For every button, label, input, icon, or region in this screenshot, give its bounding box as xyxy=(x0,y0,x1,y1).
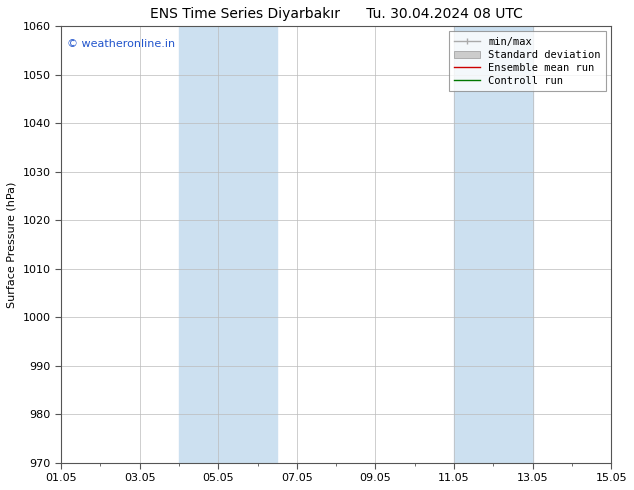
Bar xyxy=(179,26,277,463)
Title: ENS Time Series Diyarbakır      Tu. 30.04.2024 08 UTC: ENS Time Series Diyarbakır Tu. 30.04.202… xyxy=(150,7,522,21)
Text: © weatheronline.in: © weatheronline.in xyxy=(67,39,175,49)
Bar xyxy=(454,26,533,463)
Y-axis label: Surface Pressure (hPa): Surface Pressure (hPa) xyxy=(7,181,17,308)
Legend: min/max, Standard deviation, Ensemble mean run, Controll run: min/max, Standard deviation, Ensemble me… xyxy=(449,31,606,91)
